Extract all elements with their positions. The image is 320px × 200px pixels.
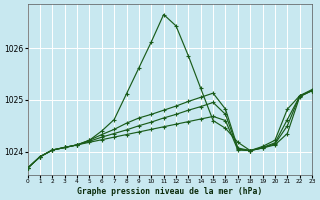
X-axis label: Graphe pression niveau de la mer (hPa): Graphe pression niveau de la mer (hPa): [77, 187, 262, 196]
